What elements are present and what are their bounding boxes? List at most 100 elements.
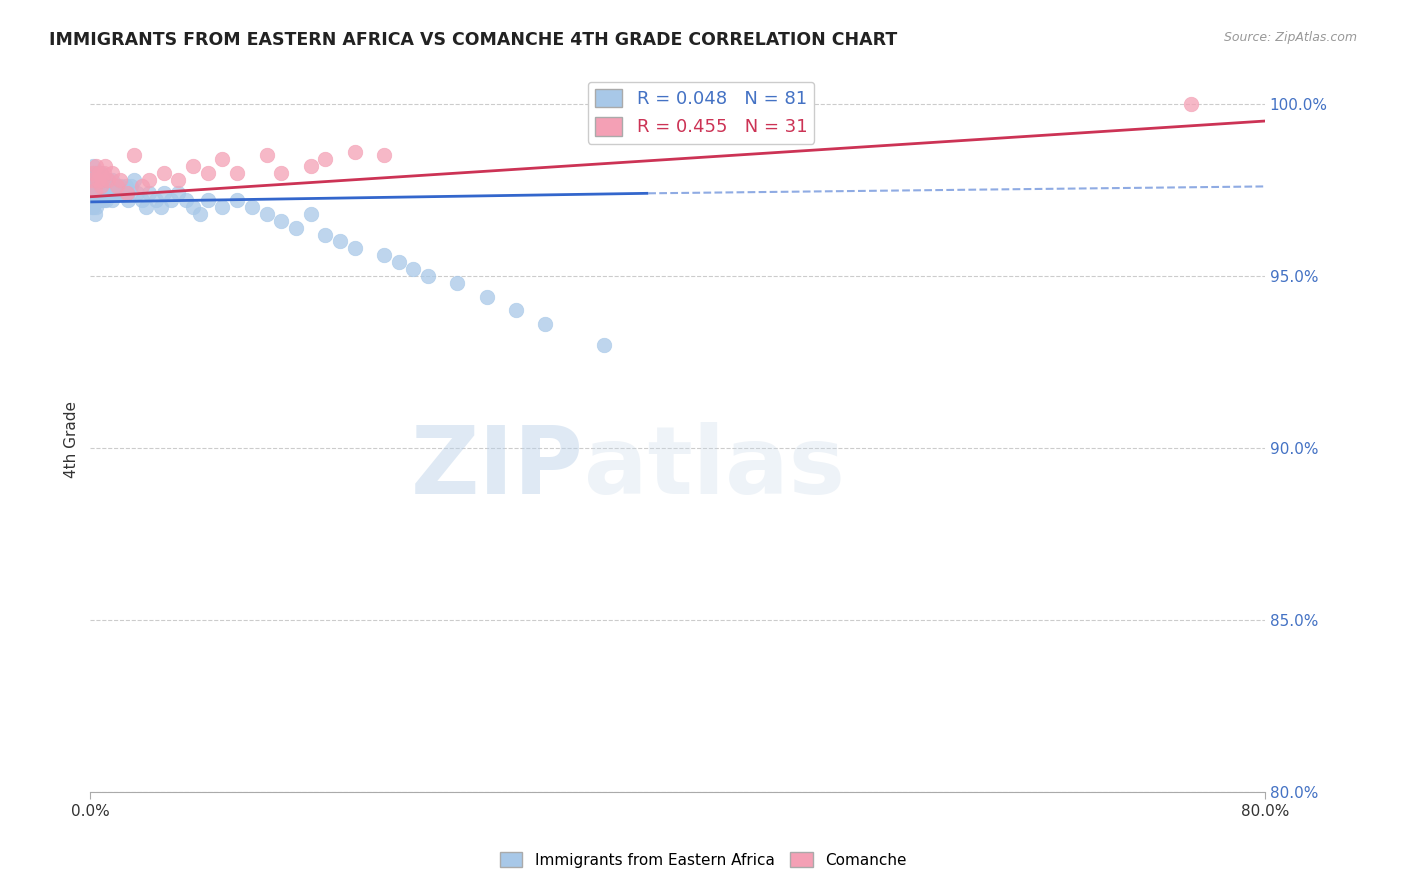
Point bbox=[97, 186, 120, 201]
Y-axis label: 4th Grade: 4th Grade bbox=[65, 401, 79, 478]
Point bbox=[373, 148, 395, 162]
Point bbox=[145, 193, 167, 207]
Point bbox=[93, 166, 115, 180]
Point bbox=[152, 166, 174, 180]
Point bbox=[83, 207, 105, 221]
Point bbox=[91, 172, 114, 186]
Point bbox=[84, 172, 107, 186]
Point bbox=[89, 172, 111, 186]
Point bbox=[131, 179, 153, 194]
Point bbox=[105, 179, 128, 194]
Point bbox=[373, 248, 395, 262]
Point bbox=[83, 166, 105, 180]
Point bbox=[127, 186, 149, 201]
Point bbox=[167, 172, 190, 186]
Point bbox=[446, 276, 468, 290]
Point bbox=[270, 166, 292, 180]
Point bbox=[108, 172, 131, 186]
Point bbox=[197, 193, 219, 207]
Point bbox=[94, 159, 117, 173]
Point bbox=[100, 186, 122, 201]
Text: Source: ZipAtlas.com: Source: ZipAtlas.com bbox=[1223, 31, 1357, 45]
Point bbox=[103, 179, 125, 194]
Point bbox=[416, 268, 439, 283]
Point bbox=[114, 179, 136, 194]
Point bbox=[90, 179, 112, 194]
Point bbox=[190, 207, 212, 221]
Point bbox=[82, 186, 104, 201]
Point bbox=[174, 193, 197, 207]
Point bbox=[89, 166, 111, 180]
Point bbox=[131, 193, 153, 207]
Legend: Immigrants from Eastern Africa, Comanche: Immigrants from Eastern Africa, Comanche bbox=[494, 846, 912, 873]
Point bbox=[82, 200, 104, 214]
Point bbox=[314, 152, 336, 166]
Point bbox=[343, 241, 366, 255]
Point bbox=[96, 193, 118, 207]
Point bbox=[256, 148, 278, 162]
Point bbox=[115, 186, 138, 201]
Point bbox=[80, 166, 103, 180]
Point bbox=[80, 193, 103, 207]
Point bbox=[505, 303, 527, 318]
Point bbox=[90, 179, 112, 194]
Text: ZIP: ZIP bbox=[411, 422, 583, 514]
Point bbox=[160, 193, 183, 207]
Point bbox=[96, 179, 118, 194]
Point bbox=[91, 172, 114, 186]
Point bbox=[98, 179, 121, 194]
Point bbox=[1180, 96, 1202, 111]
Point bbox=[135, 200, 157, 214]
Point bbox=[82, 159, 104, 173]
Point bbox=[80, 172, 103, 186]
Point bbox=[82, 166, 104, 180]
Point bbox=[91, 186, 114, 201]
Point bbox=[80, 172, 103, 186]
Point bbox=[80, 200, 103, 214]
Point bbox=[240, 200, 263, 214]
Point bbox=[94, 186, 117, 201]
Point bbox=[93, 193, 115, 207]
Text: IMMIGRANTS FROM EASTERN AFRICA VS COMANCHE 4TH GRADE CORRELATION CHART: IMMIGRANTS FROM EASTERN AFRICA VS COMANC… bbox=[49, 31, 897, 49]
Point bbox=[256, 207, 278, 221]
Point bbox=[167, 186, 190, 201]
Point bbox=[86, 179, 108, 194]
Point bbox=[83, 183, 105, 197]
Point bbox=[402, 262, 425, 277]
Point bbox=[86, 166, 108, 180]
Point bbox=[226, 166, 249, 180]
Point bbox=[226, 193, 249, 207]
Text: atlas: atlas bbox=[583, 422, 845, 514]
Point bbox=[117, 193, 139, 207]
Point bbox=[101, 166, 124, 180]
Point bbox=[83, 183, 105, 197]
Point bbox=[270, 214, 292, 228]
Point bbox=[124, 148, 146, 162]
Point bbox=[93, 179, 115, 194]
Point bbox=[388, 255, 411, 269]
Point bbox=[197, 166, 219, 180]
Point bbox=[181, 200, 204, 214]
Point bbox=[105, 179, 128, 194]
Point bbox=[152, 186, 174, 201]
Point bbox=[90, 166, 112, 180]
Point bbox=[181, 159, 204, 173]
Point bbox=[101, 193, 124, 207]
Point bbox=[211, 200, 233, 214]
Point bbox=[329, 235, 352, 249]
Point bbox=[299, 159, 322, 173]
Point bbox=[211, 152, 233, 166]
Point bbox=[86, 193, 108, 207]
Point bbox=[84, 200, 107, 214]
Point bbox=[149, 200, 172, 214]
Point bbox=[111, 186, 134, 201]
Point bbox=[94, 172, 117, 186]
Point bbox=[107, 186, 129, 201]
Point bbox=[124, 172, 146, 186]
Point bbox=[108, 179, 131, 194]
Point bbox=[84, 186, 107, 201]
Point bbox=[534, 317, 557, 331]
Point bbox=[80, 183, 103, 197]
Point bbox=[86, 172, 108, 186]
Point bbox=[138, 172, 160, 186]
